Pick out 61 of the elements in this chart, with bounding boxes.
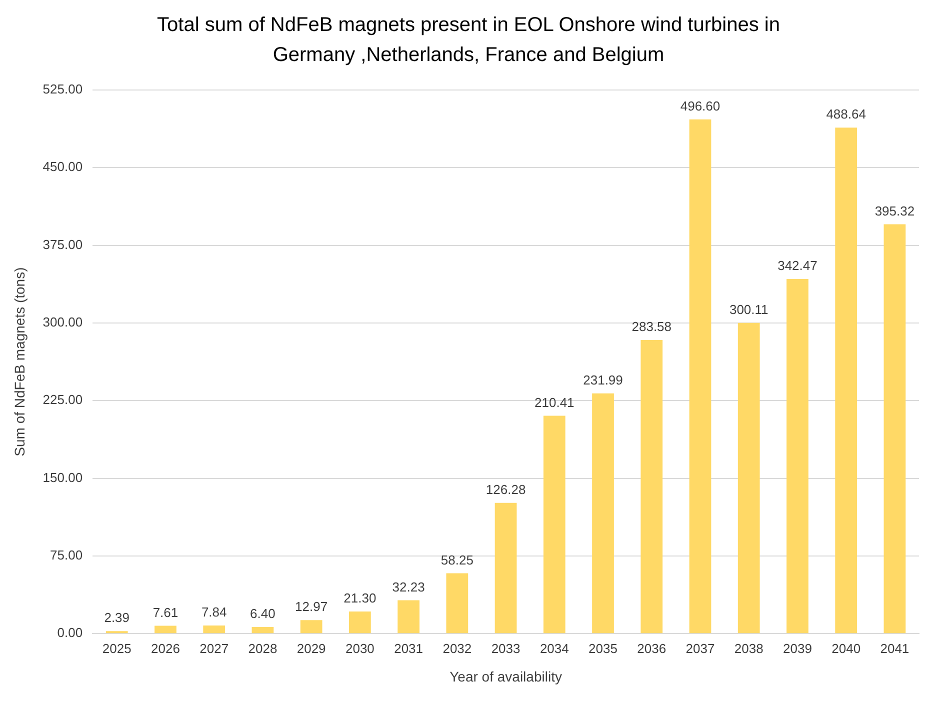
data-label: 2.39: [104, 610, 130, 626]
data-label: 283.58: [632, 319, 672, 334]
y-tick-label: 450.00: [42, 159, 83, 174]
data-label: 21.30: [344, 590, 376, 606]
x-axis-title: Year of availability: [450, 668, 562, 684]
data-label: 231.99: [583, 372, 623, 388]
bar: [592, 393, 614, 634]
x-tick-label: 2041: [880, 640, 910, 656]
y-axis-title: Sum of NdFeB magnets (tons): [11, 267, 28, 456]
data-label: 7.61: [152, 604, 178, 620]
bar: [349, 612, 371, 634]
x-tick-label: 2040: [832, 640, 861, 656]
x-tick-label: 2028: [248, 640, 278, 656]
bar: [543, 416, 566, 634]
bar: [738, 322, 760, 634]
x-tick-label: 2038: [734, 640, 764, 656]
y-tick-label: 150.00: [42, 470, 83, 485]
x-tick-label: 2036: [637, 640, 666, 656]
bar: [203, 625, 226, 634]
y-tick-label: 525.00: [42, 82, 83, 97]
bar: [398, 600, 420, 634]
y-tick-label: 225.00: [42, 392, 83, 408]
bar: [446, 573, 468, 634]
data-label: 126.28: [486, 482, 526, 497]
y-tick-label: 300.00: [42, 314, 83, 330]
x-tick-label: 2026: [151, 640, 180, 656]
data-label: 7.84: [201, 604, 227, 620]
data-label: 6.40: [250, 606, 276, 622]
data-label: 32.23: [392, 579, 425, 594]
x-tick-label: 2032: [442, 640, 472, 656]
x-tick-label: 2034: [540, 640, 569, 656]
chart-title: Total sum of NdFeB magnets present in EOL Onshore wind turbines in Germany ,Netherlands, France and Belgium: [156, 13, 781, 68]
x-tick-label: 2027: [200, 640, 229, 656]
x-tick-label: 2025: [102, 640, 132, 656]
data-label: 342.47: [778, 258, 818, 274]
x-tick-label: 2037: [686, 640, 715, 656]
data-label: 300.11: [729, 302, 768, 317]
bar: [786, 278, 808, 634]
bar: [252, 626, 274, 634]
data-label: 488.64: [826, 106, 866, 122]
y-tick-label: 0.00: [57, 625, 83, 640]
data-label: 496.60: [680, 98, 720, 114]
bar: [884, 224, 906, 634]
x-tick-label: 2039: [783, 640, 812, 656]
data-label: 58.25: [440, 552, 474, 568]
bar: [835, 128, 858, 634]
bar: [640, 340, 663, 634]
bar: [494, 502, 517, 634]
data-label: 395.32: [874, 203, 915, 218]
y-tick-label: 75.00: [50, 548, 83, 563]
x-tick-label: 2031: [394, 640, 424, 656]
x-tick-label: 2035: [588, 640, 618, 656]
x-tick-label: 2030: [345, 640, 374, 656]
bar: [300, 620, 322, 634]
x-tick-label: 2033: [491, 640, 520, 656]
bar: [154, 626, 176, 634]
data-label: 210.41: [534, 394, 574, 410]
x-tick-label: 2029: [296, 640, 326, 656]
data-label: 12.97: [295, 599, 328, 614]
y-tick-label: 375.00: [42, 236, 83, 252]
bar: [689, 119, 712, 634]
